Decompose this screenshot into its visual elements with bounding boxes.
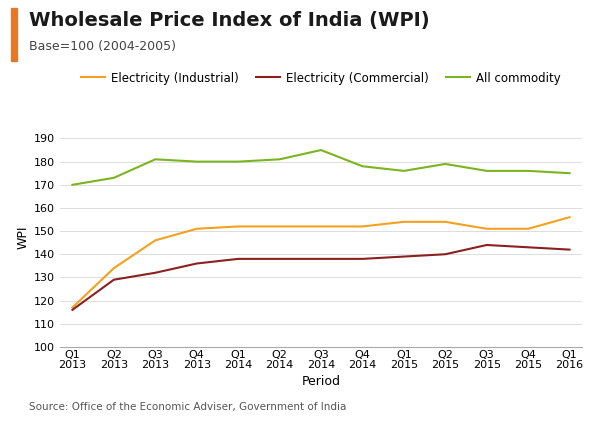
X-axis label: Period: Period [302,375,341,387]
All commodity [359,164,366,169]
All commodity [483,168,490,173]
All commodity [69,182,76,187]
All commodity [235,159,242,164]
All commodity [152,157,159,162]
Electricity (Commercial) [400,254,407,259]
Electricity (Commercial) [110,277,118,282]
All commodity [524,168,532,173]
Electricity (Industrial) [400,219,407,224]
Electricity (Industrial) [442,219,449,224]
Electricity (Industrial) [235,224,242,229]
Electricity (Commercial) [235,256,242,261]
Y-axis label: WPI: WPI [17,225,30,249]
Line: Electricity (Industrial): Electricity (Industrial) [73,217,569,308]
All commodity [193,159,200,164]
Line: All commodity: All commodity [73,150,569,185]
Electricity (Commercial) [193,261,200,266]
Electricity (Commercial) [276,256,283,261]
Electricity (Commercial) [359,256,366,261]
All commodity [317,148,325,153]
Electricity (Industrial) [110,266,118,271]
Electricity (Commercial) [69,307,76,312]
Electricity (Commercial) [442,252,449,257]
Text: Source: Office of the Economic Adviser, Government of India: Source: Office of the Economic Adviser, … [29,402,346,412]
All commodity [276,157,283,162]
Electricity (Industrial) [483,226,490,231]
Electricity (Industrial) [359,224,366,229]
Text: Base=100 (2004-2005): Base=100 (2004-2005) [29,40,176,53]
Electricity (Industrial) [193,226,200,231]
All commodity [566,170,573,176]
Line: Electricity (Commercial): Electricity (Commercial) [73,245,569,310]
Electricity (Industrial) [276,224,283,229]
Electricity (Commercial) [524,245,532,250]
All commodity [442,162,449,167]
Electricity (Industrial) [524,226,532,231]
Legend: Electricity (Industrial), Electricity (Commercial), All commodity: Electricity (Industrial), Electricity (C… [77,67,565,89]
Electricity (Commercial) [317,256,325,261]
Electricity (Commercial) [566,247,573,252]
Electricity (Industrial) [566,214,573,220]
Electricity (Industrial) [317,224,325,229]
Electricity (Industrial) [152,238,159,243]
Text: Wholesale Price Index of India (WPI): Wholesale Price Index of India (WPI) [29,11,430,30]
Electricity (Commercial) [152,270,159,275]
All commodity [400,168,407,173]
Electricity (Industrial) [69,305,76,310]
Electricity (Commercial) [483,242,490,247]
All commodity [110,175,118,180]
